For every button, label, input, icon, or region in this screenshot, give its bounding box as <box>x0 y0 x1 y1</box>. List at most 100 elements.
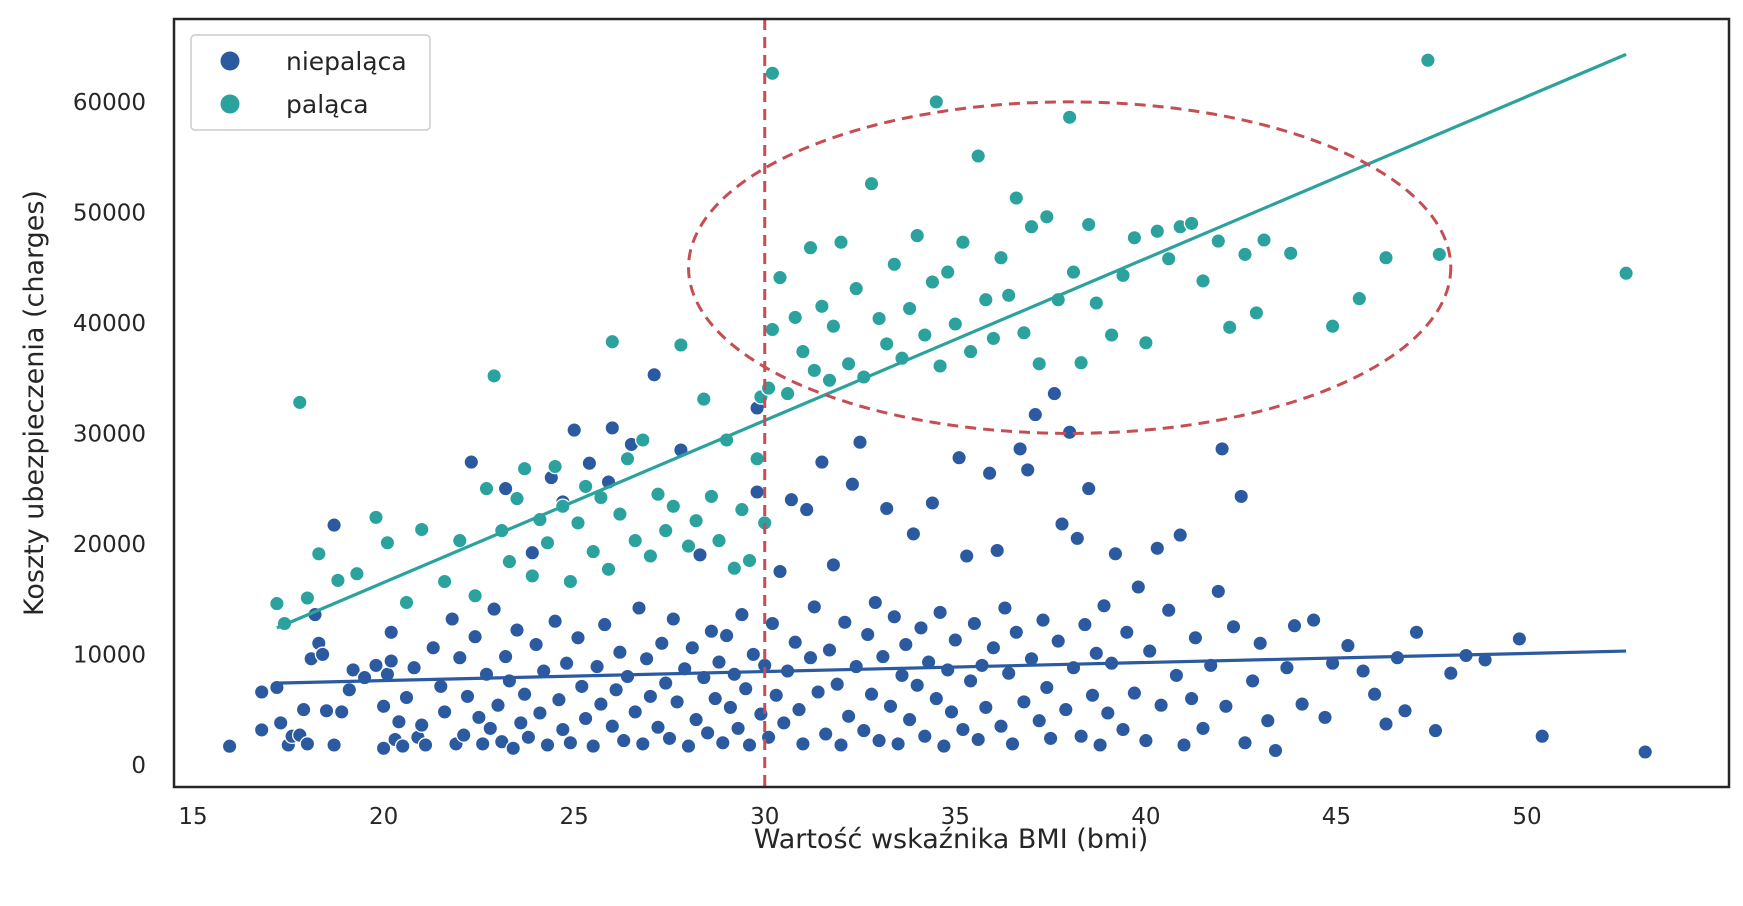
scatter-point-smoker <box>299 590 316 606</box>
scatter-point-non-smoker <box>638 650 655 667</box>
scatter-point-non-smoker <box>1286 617 1303 634</box>
scatter-point-non-smoker <box>406 659 422 676</box>
scatter-point-smoker <box>577 478 594 495</box>
scatter-point-non-smoker <box>341 681 358 698</box>
scatter-point-non-smoker <box>474 736 491 752</box>
legend: niepaląca paląca <box>190 34 431 131</box>
scatter-point-non-smoker <box>897 636 914 653</box>
y-tick-label: 10000 <box>73 642 146 668</box>
scatter-point-smoker <box>916 327 933 343</box>
scatter-point-non-smoker <box>1012 441 1028 457</box>
scatter-point-smoker <box>509 490 525 507</box>
scatter-point-non-smoker <box>455 727 472 743</box>
scatter-point-non-smoker <box>955 721 971 738</box>
scatter-point-non-smoker <box>1218 698 1234 715</box>
scatter-point-non-smoker <box>775 715 792 731</box>
scatter-point-non-smoker <box>707 690 724 707</box>
scatter-point-non-smoker <box>1534 728 1551 745</box>
scatter-point-smoker <box>349 565 365 582</box>
x-tick-label: 45 <box>1322 804 1351 830</box>
scatter-point-smoker <box>585 543 602 560</box>
scatter-point-non-smoker <box>680 738 697 754</box>
scatter-point-smoker <box>1073 354 1089 371</box>
scatter-point-smoker <box>1126 229 1143 246</box>
scatter-point-smoker <box>619 450 636 467</box>
scatter-point-non-smoker <box>459 688 476 705</box>
scatter-point-non-smoker <box>958 548 975 564</box>
scatter-point-non-smoker <box>1442 665 1459 682</box>
scatter-point-non-smoker <box>627 704 644 720</box>
scatter-point-smoker <box>451 532 468 549</box>
scatter-point-smoker <box>1160 250 1177 267</box>
scatter-point-non-smoker <box>817 726 834 742</box>
scatter-point-non-smoker <box>806 599 823 615</box>
scatter-point-non-smoker <box>829 676 846 693</box>
scatter-point-smoker <box>467 587 483 604</box>
scatter-point-smoker <box>825 318 842 335</box>
scatter-point-smoker <box>516 460 533 477</box>
scatter-point-smoker <box>848 280 865 297</box>
scatter-point-non-smoker <box>814 454 830 470</box>
scatter-point-non-smoker <box>882 698 899 715</box>
scatter-point-non-smoker <box>634 736 651 752</box>
scatter-point-non-smoker <box>1168 667 1185 684</box>
scatter-point-non-smoker <box>833 737 849 753</box>
x-axis: 15 20 25 30 35 40 45 50 <box>178 804 1541 830</box>
scatter-point-smoker <box>833 234 849 251</box>
scatter-point-non-smoker <box>943 704 960 720</box>
scatter-point-non-smoker <box>631 600 647 616</box>
scatter-point-non-smoker <box>840 708 857 725</box>
scatter-point-non-smoker <box>391 713 407 730</box>
scatter-point-smoker <box>924 274 941 290</box>
scatter-point-non-smoker <box>734 606 750 623</box>
scatter-point-smoker <box>993 249 1009 266</box>
scatter-point-non-smoker <box>547 613 563 630</box>
scatter-point-non-smoker <box>684 639 701 656</box>
scatter-point-non-smoker <box>783 491 800 508</box>
scatter-point-smoker <box>600 561 617 578</box>
scatter-point-non-smoker <box>855 722 872 739</box>
scatter-point-non-smoker <box>859 626 876 643</box>
scatter-point-non-smoker <box>1027 406 1044 423</box>
scatter-point-non-smoker <box>585 738 602 754</box>
scatter-point-smoker <box>413 521 430 538</box>
scatter-point-smoker <box>1080 216 1097 233</box>
scatter-point-non-smoker <box>1210 583 1227 600</box>
scatter-point-non-smoker <box>875 648 891 665</box>
scatter-point-non-smoker <box>764 615 781 632</box>
scatter-point-non-smoker <box>1172 527 1189 543</box>
scatter-point-non-smoker <box>852 434 868 451</box>
scatter-point-non-smoker <box>444 611 461 627</box>
scatter-point-non-smoker <box>966 615 983 632</box>
scatter-point-non-smoker <box>1118 624 1135 641</box>
scatter-point-smoker <box>821 372 838 389</box>
scatter-point-non-smoker <box>688 711 704 728</box>
scatter-point-non-smoker <box>699 725 716 741</box>
scatter-point-non-smoker <box>749 484 765 500</box>
scatter-point-non-smoker <box>463 454 480 470</box>
scatter-point-non-smoker <box>905 526 922 542</box>
scatter-point-smoker <box>1195 273 1211 289</box>
scatter-point-non-smoker <box>1138 732 1154 749</box>
scatter-point-non-smoker <box>836 614 853 631</box>
scatter-point-non-smoker <box>326 517 342 533</box>
y-tick-label: 0 <box>131 753 146 779</box>
scatter-point-non-smoker <box>577 710 594 727</box>
scatter-point-non-smoker <box>326 737 342 753</box>
scatter-point-smoker <box>806 362 823 379</box>
scatter-point-non-smoker <box>596 616 613 633</box>
scatter-point-non-smoker <box>1069 530 1086 547</box>
scatter-point-smoker <box>703 488 720 505</box>
scatter-point-non-smoker <box>505 740 522 757</box>
scatter-point-non-smoker <box>863 686 880 703</box>
scatter-point-smoker <box>1031 355 1048 372</box>
scatter-point-smoker <box>398 594 415 611</box>
scatter-point-non-smoker <box>383 624 400 641</box>
scatter-point-smoker <box>795 343 811 360</box>
scatter-point-non-smoker <box>1214 441 1230 457</box>
scatter-point-smoker <box>726 560 743 577</box>
scatter-point-smoker <box>524 568 541 584</box>
scatter-point-smoker <box>1210 233 1227 249</box>
scatter-point-non-smoker <box>928 690 945 707</box>
y-tick-label: 40000 <box>73 311 146 337</box>
